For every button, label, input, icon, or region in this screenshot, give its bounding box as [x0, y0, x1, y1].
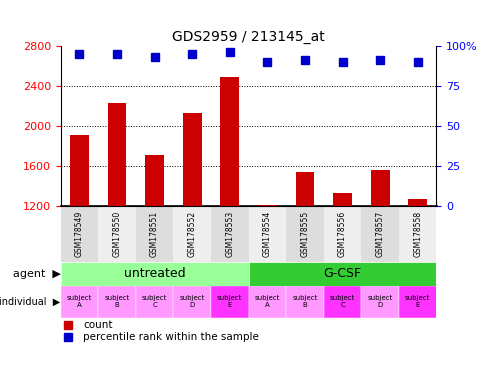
FancyBboxPatch shape [361, 286, 398, 318]
FancyBboxPatch shape [60, 262, 248, 286]
Bar [333, 193, 351, 206]
Text: subject
E: subject E [404, 295, 429, 308]
FancyBboxPatch shape [136, 286, 173, 318]
Text: count: count [83, 320, 112, 330]
FancyBboxPatch shape [248, 262, 436, 286]
Bar [370, 170, 389, 206]
FancyBboxPatch shape [136, 206, 173, 262]
Text: subject
C: subject C [142, 295, 167, 308]
FancyBboxPatch shape [286, 286, 323, 318]
FancyBboxPatch shape [286, 206, 323, 262]
Text: subject
B: subject B [104, 295, 129, 308]
Bar [408, 199, 426, 206]
Bar [107, 103, 126, 206]
FancyBboxPatch shape [211, 286, 248, 318]
Bar [295, 172, 314, 206]
FancyBboxPatch shape [98, 206, 136, 262]
Text: subject
A: subject A [67, 295, 92, 308]
Text: untreated: untreated [123, 267, 185, 280]
Text: GSM178555: GSM178555 [300, 211, 309, 257]
FancyBboxPatch shape [248, 206, 286, 262]
Text: agent  ▶: agent ▶ [13, 269, 60, 279]
Bar [220, 77, 239, 206]
Text: GSM178556: GSM178556 [337, 211, 347, 257]
Text: percentile rank within the sample: percentile rank within the sample [83, 332, 258, 342]
Text: subject
A: subject A [254, 295, 279, 308]
Text: GSM178552: GSM178552 [187, 211, 197, 257]
Text: subject
D: subject D [367, 295, 392, 308]
FancyBboxPatch shape [398, 286, 436, 318]
Text: GSM178554: GSM178554 [262, 211, 272, 257]
Text: GSM178550: GSM178550 [112, 211, 121, 257]
FancyBboxPatch shape [211, 206, 248, 262]
Title: GDS2959 / 213145_at: GDS2959 / 213145_at [172, 30, 324, 44]
FancyBboxPatch shape [60, 206, 98, 262]
Bar [257, 205, 276, 206]
FancyBboxPatch shape [98, 286, 136, 318]
Text: subject
B: subject B [292, 295, 317, 308]
Text: GSM178551: GSM178551 [150, 211, 159, 257]
Text: GSM178549: GSM178549 [75, 211, 84, 257]
Text: G-CSF: G-CSF [323, 267, 361, 280]
FancyBboxPatch shape [60, 286, 98, 318]
FancyBboxPatch shape [173, 286, 211, 318]
Text: GSM178557: GSM178557 [375, 211, 384, 257]
Text: individual  ▶: individual ▶ [0, 297, 60, 307]
Text: GSM178558: GSM178558 [412, 211, 422, 257]
Text: GSM178553: GSM178553 [225, 211, 234, 257]
Bar [182, 113, 201, 206]
FancyBboxPatch shape [361, 206, 398, 262]
FancyBboxPatch shape [173, 206, 211, 262]
Text: subject
D: subject D [179, 295, 204, 308]
Bar [70, 135, 89, 206]
FancyBboxPatch shape [323, 286, 361, 318]
Bar [145, 155, 164, 206]
FancyBboxPatch shape [398, 206, 436, 262]
FancyBboxPatch shape [323, 206, 361, 262]
Text: subject
E: subject E [217, 295, 242, 308]
Text: subject
C: subject C [329, 295, 354, 308]
FancyBboxPatch shape [248, 286, 286, 318]
